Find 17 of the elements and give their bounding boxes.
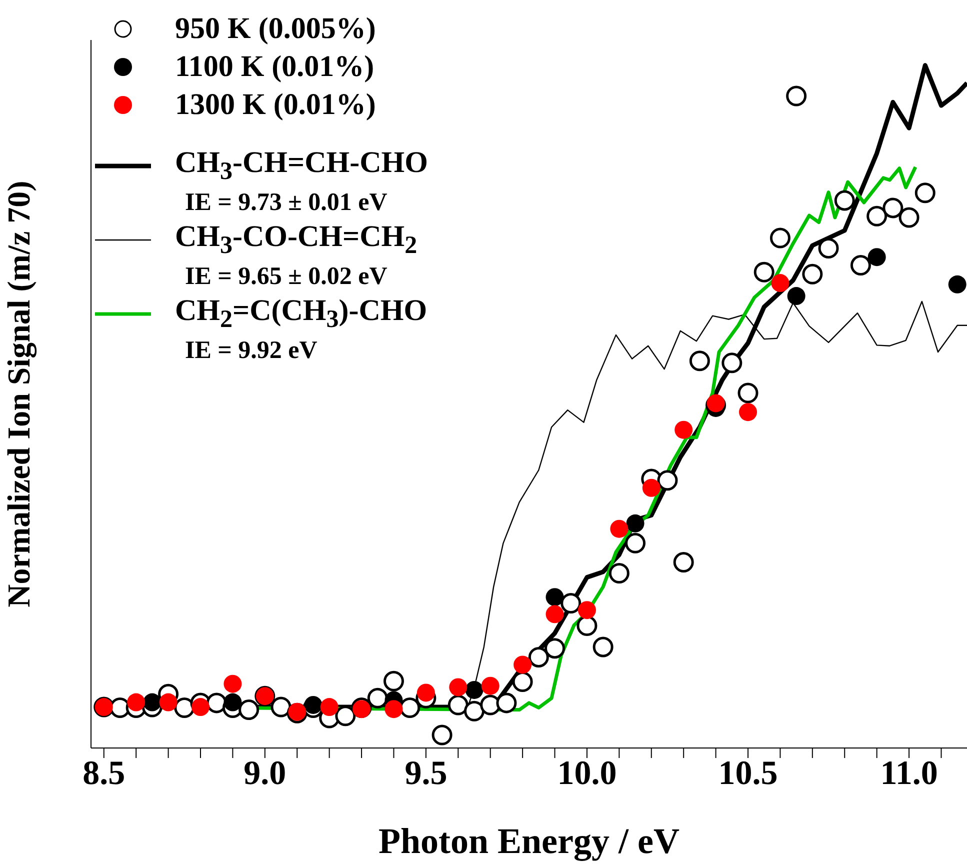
annotation: IE = 9.73 ± 0.01 eV	[185, 188, 388, 218]
x-tick-label: 10.5	[718, 755, 778, 792]
x-tick-label: 10.0	[557, 755, 617, 792]
legend-label: CH$_{2}$=C(CH$_{3}$)-CHO	[175, 294, 428, 334]
y-axis-title: Normalized Ion Signal (m/z 70)	[0, 180, 38, 608]
annotation: IE = 9.92 eV	[185, 336, 318, 366]
x-tick-label: 9.5	[404, 755, 448, 792]
legend-label: 1300 K (0.01%)	[175, 88, 376, 122]
x-axis-title: Photon Energy / eV	[378, 821, 680, 861]
legend-label: 1100 K (0.01%)	[175, 50, 374, 84]
annotation: IE = 9.65 ± 0.02 eV	[185, 262, 388, 292]
x-tick-label: 9.0	[244, 755, 286, 792]
x-tick-label: 8.5	[82, 755, 126, 792]
legend-label: CH$_{3}$-CH=CH-CHO	[175, 146, 428, 186]
legend-label: 950 K (0.005%)	[175, 12, 376, 46]
x-tick-label: 11.0	[880, 755, 938, 792]
legend-label: CH$_{3}$-CO-CH=CH$_{2}$	[175, 220, 418, 260]
